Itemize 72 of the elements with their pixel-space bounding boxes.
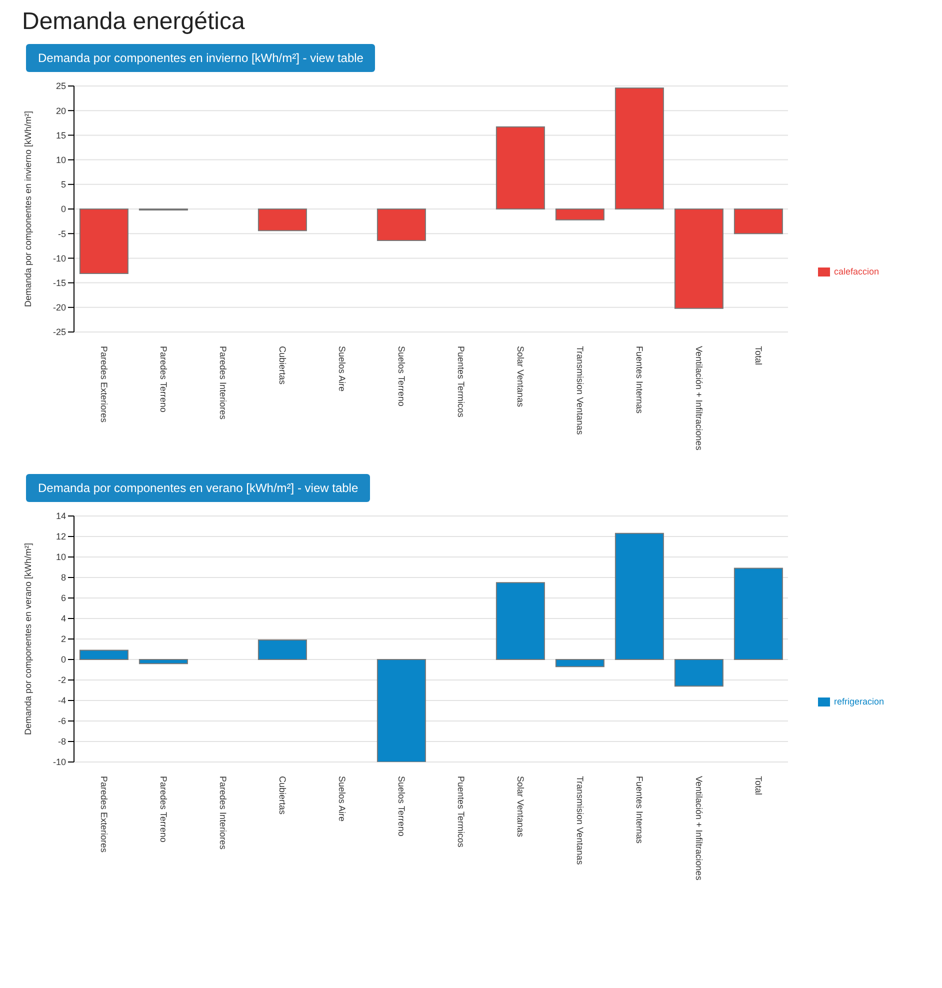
bar (376, 208, 426, 241)
x-tick-label: Transmision Ventanas (574, 346, 585, 436)
bar (376, 659, 426, 762)
y-tick-label: -4 (58, 696, 66, 706)
bar (614, 87, 664, 210)
x-tick-label: Paredes Terreno (158, 346, 168, 412)
x-tick-label: Paredes Exteriores (98, 346, 109, 424)
x-tick-label: Cubiertas (277, 346, 288, 386)
chart-title: Demanda por componentes en verano [kWh/m²] - view table (26, 474, 370, 502)
bar (79, 650, 128, 660)
x-tick-label: Fuentes Internas (634, 776, 644, 844)
bar (555, 659, 604, 668)
x-tick-label: Suelos Terreno (396, 776, 406, 836)
x-tick-label: Puentes Termicos (456, 776, 466, 848)
y-axis-title: Demanda por componentes en verano [kWh/m²] (23, 542, 34, 736)
y-tick-label: 0 (60, 204, 66, 214)
y-tick-label: 15 (56, 130, 66, 140)
bar (258, 640, 307, 660)
y-axis-title: Demanda por componentes en invierno [kWh/m²] (23, 110, 34, 308)
y-tick-label: -8 (58, 736, 66, 747)
y-tick-label: -10 (52, 757, 66, 768)
bar (496, 126, 545, 210)
y-tick-label: 2 (60, 634, 66, 644)
y-tick-label: 12 (56, 532, 66, 542)
y-tick-label: 8 (60, 572, 66, 583)
y-tick-label: 25 (56, 81, 66, 92)
y-tick-label: -6 (58, 716, 66, 726)
y-tick-label: 0 (60, 654, 66, 665)
y-tick-label: 10 (56, 552, 66, 562)
y-tick-label: -2 (58, 675, 66, 686)
x-tick-label: Paredes Exteriores (98, 776, 109, 854)
y-tick-label: 5 (60, 180, 66, 190)
x-tick-label: Ventilación + Infiltraciones (694, 346, 704, 451)
x-tick-label: Total (753, 346, 764, 366)
x-tick-label: Cubiertas (277, 776, 288, 816)
y-tick-label: -15 (52, 278, 66, 288)
y-tick-label: -5 (58, 228, 66, 239)
x-tick-label: Paredes Interiores (218, 346, 228, 420)
bar (258, 208, 307, 232)
x-tick-label: Puentes Termicos (456, 346, 466, 418)
legend-label: calefaccion (834, 266, 880, 276)
bar (674, 208, 724, 309)
legend-label: refrigeracion (834, 696, 884, 706)
x-tick-label: Paredes Interiores (218, 776, 228, 850)
bar (79, 208, 128, 274)
bar (674, 659, 724, 687)
x-tick-label: Solar Ventanas (515, 346, 526, 408)
text: Demanda energética (22, 8, 246, 36)
bar (496, 582, 545, 660)
y-tick-label: 4 (60, 614, 66, 624)
bar (614, 532, 664, 660)
x-tick-label: Suelos Aire (336, 346, 347, 392)
x-tick-label: Solar Ventanas (515, 776, 526, 838)
bar (555, 208, 604, 220)
x-tick-label: Fuentes Internas (634, 346, 644, 414)
x-tick-label: Transmision Ventanas (574, 776, 585, 866)
y-tick-label: -20 (52, 302, 66, 313)
x-tick-label: Total (753, 776, 764, 796)
y-tick-label: 14 (56, 511, 66, 522)
y-tick-label: 10 (56, 154, 66, 165)
bar (734, 568, 783, 660)
y-tick-label: 6 (60, 593, 66, 604)
chart-title: Demanda por componentes en invierno [kWh/m²] - view table (26, 44, 376, 72)
x-tick-label: Suelos Aire (336, 776, 347, 822)
x-tick-label: Suelos Terreno (396, 346, 406, 406)
x-tick-label: Paredes Terreno (158, 776, 168, 842)
bar (734, 208, 783, 234)
y-tick-label: -10 (52, 253, 66, 264)
bar (138, 659, 188, 664)
y-tick-label: 20 (56, 106, 66, 116)
x-tick-label: Ventilación + Infiltraciones (694, 776, 704, 881)
y-tick-label: -25 (52, 327, 66, 338)
